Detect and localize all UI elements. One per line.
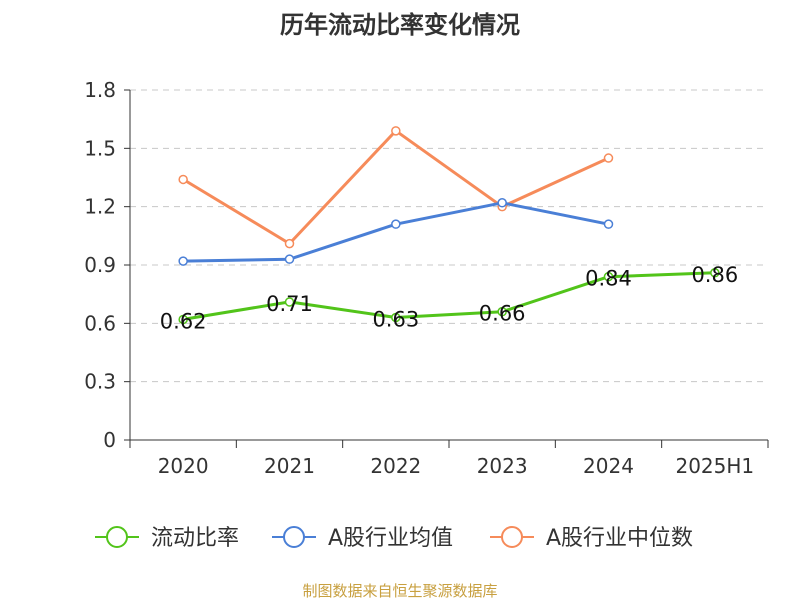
data-label: 0.86 bbox=[691, 263, 738, 287]
data-point bbox=[603, 271, 614, 282]
legend: 流动比率 A股行业均值 A股行业中位数 bbox=[95, 526, 693, 551]
x-tick-label: 2021 bbox=[264, 454, 315, 478]
data-point bbox=[178, 314, 188, 325]
data-point bbox=[497, 306, 507, 317]
legend-marker-2 bbox=[501, 526, 523, 548]
y-tick-label: 1.8 bbox=[84, 78, 116, 102]
legend-marker-0 bbox=[106, 526, 128, 548]
data-point bbox=[178, 256, 188, 266]
y-tick-label: 0.3 bbox=[84, 370, 116, 394]
data-label: 0.63 bbox=[372, 308, 419, 332]
series-line-1 bbox=[183, 201, 609, 263]
data-point bbox=[391, 312, 401, 323]
y-tick-label: 1.5 bbox=[84, 136, 116, 160]
x-tick-label: 2023 bbox=[477, 454, 528, 478]
x-tick-label: 2022 bbox=[370, 454, 421, 478]
data-label: 0.66 bbox=[479, 302, 526, 326]
data-labels: 0.62 0.71 0.63 0.66 0.84 0.86 bbox=[160, 263, 738, 334]
x-tick-label: 2024 bbox=[583, 454, 634, 478]
chart-title: 历年流动比率变化情况 bbox=[280, 11, 520, 39]
data-label: 0.84 bbox=[585, 267, 632, 291]
data-point bbox=[603, 153, 614, 163]
series-line-0 bbox=[182, 271, 715, 321]
data-label: 0.62 bbox=[160, 309, 207, 333]
legend-label-0: 流动比率 bbox=[151, 526, 239, 551]
data-point bbox=[178, 174, 188, 185]
data-point bbox=[710, 268, 720, 278]
data-point bbox=[284, 238, 295, 249]
data-point bbox=[284, 297, 295, 307]
y-tick-label: 0 bbox=[103, 428, 116, 452]
data-point bbox=[284, 254, 295, 264]
series-layer bbox=[178, 126, 720, 325]
data-point bbox=[391, 126, 401, 136]
y-tick-label: 0.9 bbox=[84, 253, 116, 277]
legend-label-1: A股行业均值 bbox=[328, 526, 453, 551]
axes: 0 0.3 0.6 0.9 1.2 1.5 1.8 2020 2021 2022 2023 2024 2… bbox=[84, 78, 769, 478]
data-point bbox=[497, 198, 507, 208]
grid-lines bbox=[130, 89, 768, 383]
source-note: 制图数据来自恒生聚源数据库 bbox=[302, 582, 497, 600]
x-tick-label: 2025H1 bbox=[675, 454, 754, 478]
legend-label-2: A股行业中位数 bbox=[546, 526, 693, 551]
y-tick-label: 1.2 bbox=[84, 195, 116, 219]
data-point bbox=[603, 219, 614, 229]
y-tick-label: 0.6 bbox=[84, 311, 116, 335]
data-label: 0.71 bbox=[266, 292, 313, 316]
legend-marker-1 bbox=[283, 526, 305, 548]
x-tick-label: 2020 bbox=[158, 454, 209, 478]
data-point bbox=[391, 219, 401, 229]
